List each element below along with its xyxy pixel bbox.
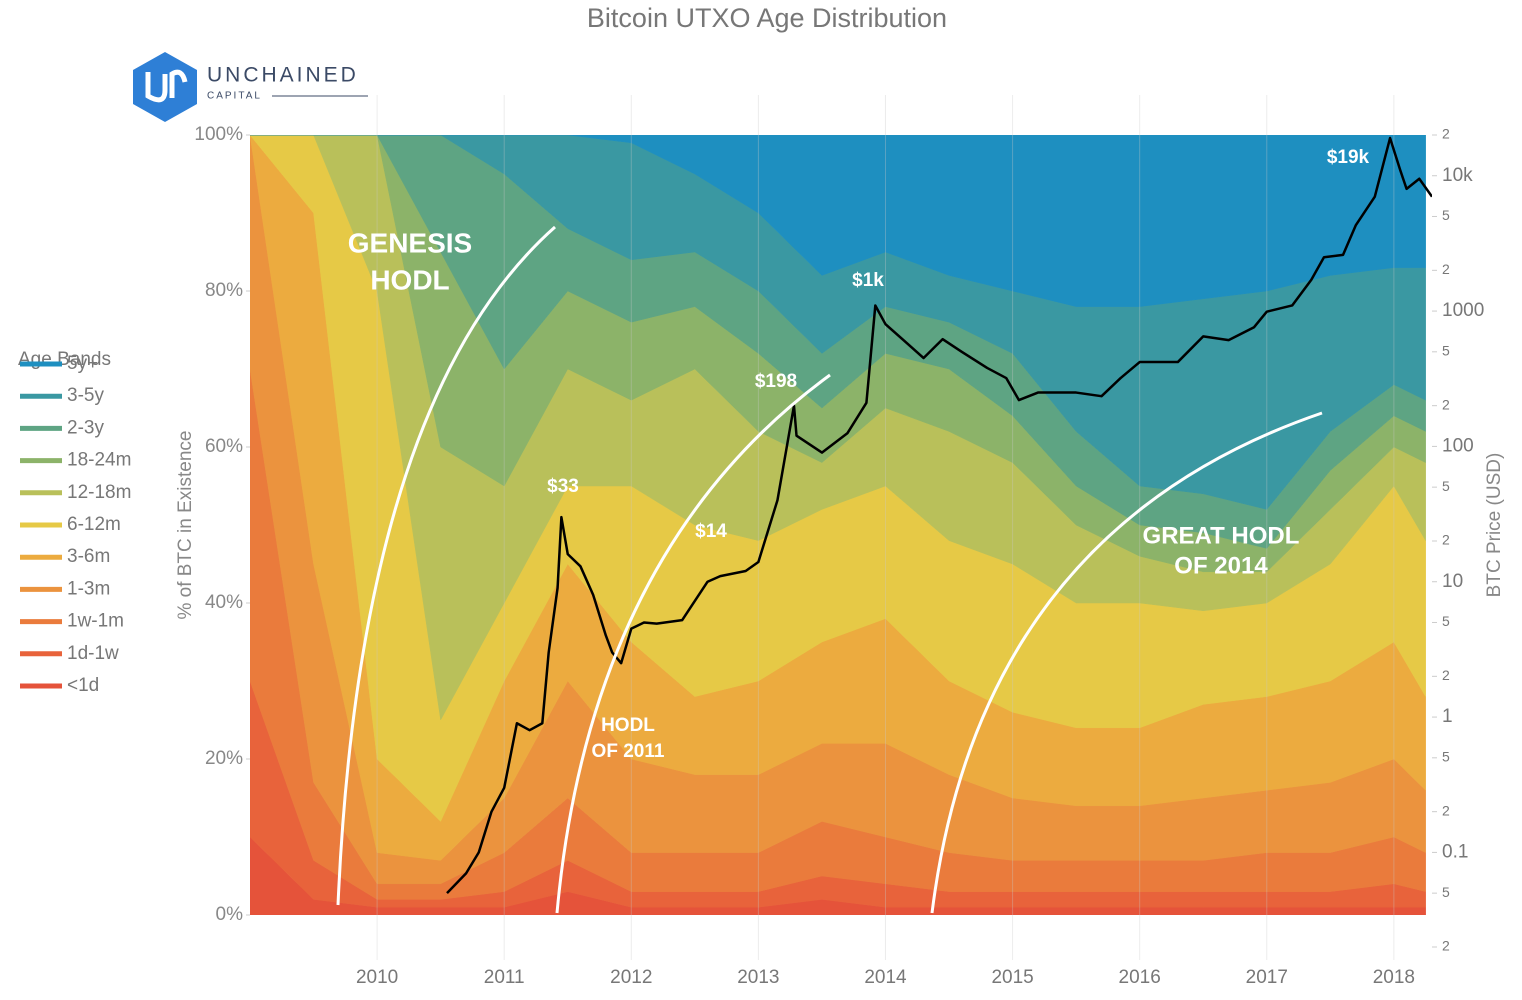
legend-label: 2-3y: [67, 417, 104, 438]
legend-label: 18-24m: [67, 450, 131, 471]
annotation: $1k: [852, 270, 884, 291]
legend: Age Bands5y+3-5y2-3y18-24m12-18m6-12m3-6…: [18, 349, 131, 696]
annotation: HODL: [370, 264, 449, 295]
annotation: $198: [755, 371, 797, 392]
area-band: [250, 135, 1426, 307]
y2-tick-label: 5: [1442, 613, 1450, 629]
legend-label: 1w-1m: [67, 611, 124, 632]
annotation: OF 2011: [592, 741, 665, 762]
legend-label: 1-3m: [67, 578, 110, 599]
legend-label: 5y+: [67, 353, 98, 374]
grid: 0%20%40%60%80%100%2010 2011 2012 2013 2014 20…: [194, 95, 1484, 988]
y2-tick-label: 1000: [1442, 300, 1484, 321]
annotation: HODL: [601, 715, 655, 736]
annotation: $14: [695, 521, 727, 542]
chart-title: Bitcoin UTXO Age Distribution: [587, 3, 947, 33]
y2-tick-label: 10k: [1442, 165, 1473, 186]
logo-sub: CAPITAL: [207, 91, 262, 102]
y-tick-label: 20%: [205, 748, 243, 769]
y2-tick-label: 5: [1442, 207, 1450, 223]
y2-tick-label: 5: [1442, 884, 1450, 900]
y2-tick-label: 2: [1442, 126, 1450, 142]
arc: [555, 373, 831, 914]
plot-area: [250, 135, 1426, 915]
annotation: OF 2014: [1174, 552, 1268, 579]
y2-tick-label: 2: [1442, 261, 1450, 277]
logo-glyph: [145, 69, 188, 103]
y-tick-label: 0%: [216, 904, 244, 925]
y-tick-label: 40%: [205, 592, 243, 613]
y-axis-label: % of BTC in Existence: [175, 430, 196, 619]
y-tick-label: 100%: [194, 124, 243, 145]
legend-label: 1d-1w: [67, 643, 119, 664]
y2-tick-label: 2: [1442, 667, 1450, 683]
annotation: $19k: [1327, 147, 1370, 168]
y2-tick-label: 5: [1442, 343, 1450, 359]
y-tick-label: 60%: [205, 436, 243, 457]
arc: [930, 411, 1323, 914]
hodl-arcs: [336, 225, 1323, 914]
legend-label: 12-18m: [67, 482, 131, 503]
x-tick-label: 2016: [1119, 967, 1161, 988]
legend-label: 6-12m: [67, 514, 121, 535]
price-line: [446, 136, 1432, 895]
annotation: $33: [547, 476, 579, 497]
x-tick-label: 2010: [356, 967, 398, 988]
y2-tick-label: 2: [1442, 938, 1450, 954]
y-tick-label: 80%: [205, 280, 243, 301]
legend-label: <1d: [67, 675, 99, 696]
x-tick-label: 2011: [484, 967, 525, 988]
x-tick-label: 2018: [1373, 967, 1415, 988]
x-tick-label: 2017: [1246, 967, 1288, 988]
y2-tick-label: 0.1: [1442, 841, 1468, 862]
x-tick-label: 2015: [991, 967, 1033, 988]
y2-tick-label: 2: [1442, 532, 1450, 548]
y2-tick-label: 100: [1442, 435, 1474, 456]
annotation: GREAT HODL: [1143, 522, 1300, 549]
y2-tick-label: 2: [1442, 802, 1450, 818]
x-tick-label: 2012: [610, 967, 652, 988]
arc: [336, 225, 556, 906]
annotation: GENESIS: [348, 227, 472, 258]
logo: UNCHAINED CAPITAL: [133, 52, 368, 122]
price-layer: [446, 136, 1432, 895]
y2-tick-label: 5: [1442, 478, 1450, 494]
y2-axis-label: BTC Price (USD): [1484, 453, 1505, 598]
y2-tick-label: 1: [1442, 706, 1453, 727]
x-tick-label: 2013: [737, 967, 779, 988]
legend-label: 3-5y: [67, 385, 104, 406]
logo-name: UNCHAINED: [207, 64, 359, 87]
y2-tick-label: 2: [1442, 396, 1450, 412]
y2-tick-label: 5: [1442, 749, 1450, 765]
y2-tick-label: 10: [1442, 571, 1463, 592]
legend-label: 3-6m: [67, 546, 110, 567]
annotations: GENESIS HODL $33 $14 $198 $1k $19k HODL OF 2011 G…: [348, 147, 1370, 762]
x-tick-label: 2014: [864, 967, 907, 988]
